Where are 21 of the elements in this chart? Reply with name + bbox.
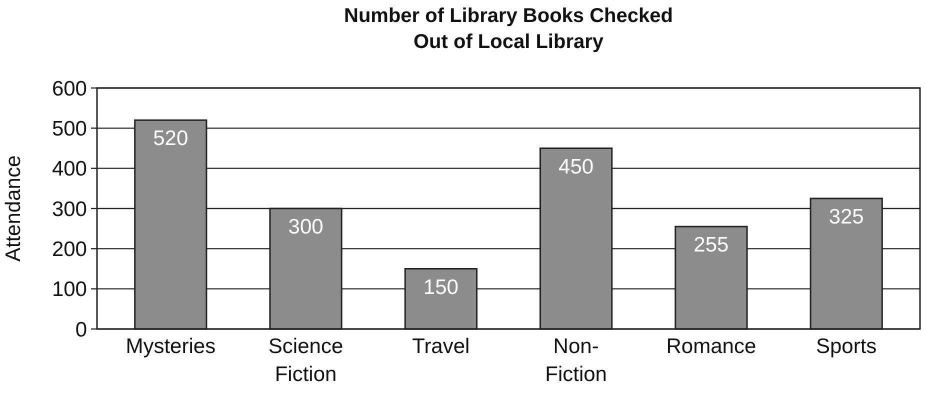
x-tick-label: Travel [412,335,470,358]
y-tick-label: 400 [52,158,87,181]
data-label: 325 [828,205,864,228]
y-tick-label: 200 [52,238,87,262]
y-tick-label: 100 [52,278,87,302]
data-label: 520 [153,127,188,150]
data-label: 450 [558,155,594,178]
x-tick-label: Sports [816,335,877,358]
x-tick-label: Romance [666,335,756,358]
y-tick-label: 600 [52,77,87,100]
y-tick-label: 0 [75,318,87,342]
x-tick-label: Science Fiction [268,335,344,386]
y-tick-label: 300 [52,198,87,221]
x-tick-label: Mysteries [126,335,216,358]
x-tick-label: Non-Fiction [545,335,607,386]
y-axis-title: Attendance [2,155,25,262]
data-label: 150 [423,276,458,299]
y-tick-label: 500 [52,118,87,141]
data-label: 255 [694,234,729,257]
data-label: 300 [288,216,324,238]
chart-title: Number of Library Books Checked Out of Local Library [344,5,673,53]
